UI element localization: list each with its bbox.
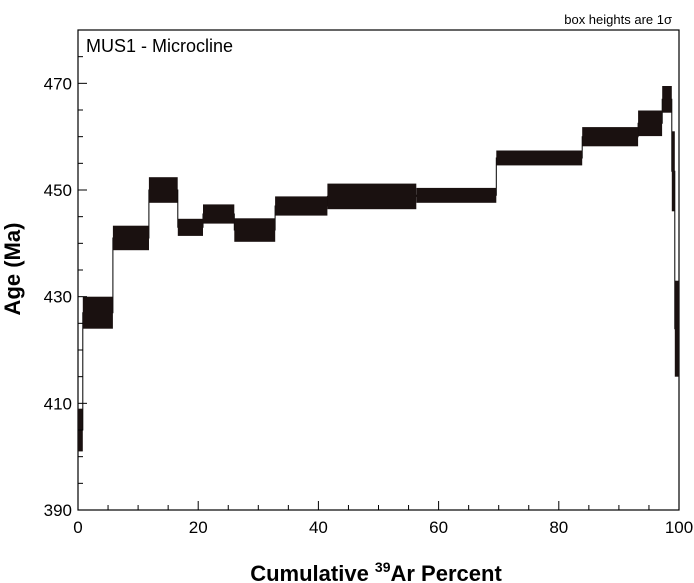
step-box-6	[203, 204, 235, 224]
x-axis-title-superscript: 39	[375, 559, 391, 575]
y-tick-label: 390	[44, 501, 72, 520]
x-tick-label: 60	[429, 518, 448, 537]
step-box-16	[674, 280, 679, 377]
steps-layer	[78, 86, 679, 452]
axes-layer: 390 410 430 450 470 0 20 40 60 80 100	[44, 29, 693, 537]
step-box-8	[275, 196, 328, 216]
step-box-14	[662, 86, 672, 113]
step-box-7	[234, 218, 276, 242]
box-height-note: box heights are 1σ	[564, 12, 672, 27]
y-tick-label: 450	[44, 181, 72, 200]
x-tick-label: 80	[549, 518, 568, 537]
step-box-3	[112, 225, 149, 251]
step-box-12	[582, 127, 639, 147]
step-box-2	[82, 296, 113, 329]
step-box-13	[638, 110, 663, 137]
step-box-15	[671, 131, 675, 212]
x-tick-label: 0	[73, 518, 82, 537]
step-box-11	[496, 150, 583, 166]
step-profile-line	[78, 98, 679, 431]
x-tick-label: 20	[189, 518, 208, 537]
x-tick-label: 100	[665, 518, 693, 537]
plot-frame	[77, 29, 680, 511]
step-box-4	[148, 177, 178, 203]
x-tick-label: 40	[309, 518, 328, 537]
y-tick-label: 470	[44, 74, 72, 93]
y-tick-label: 410	[44, 394, 72, 413]
step-box-10	[416, 187, 497, 203]
x-axis-title: Cumulative 39Ar Percent	[250, 559, 502, 583]
chart-title: MUS1 - Microcline	[86, 36, 233, 56]
y-tick-label: 430	[44, 288, 72, 307]
y-axis-title: Age (Ma)	[0, 223, 25, 316]
step-box-5	[177, 218, 203, 236]
step-box-9	[327, 183, 417, 210]
